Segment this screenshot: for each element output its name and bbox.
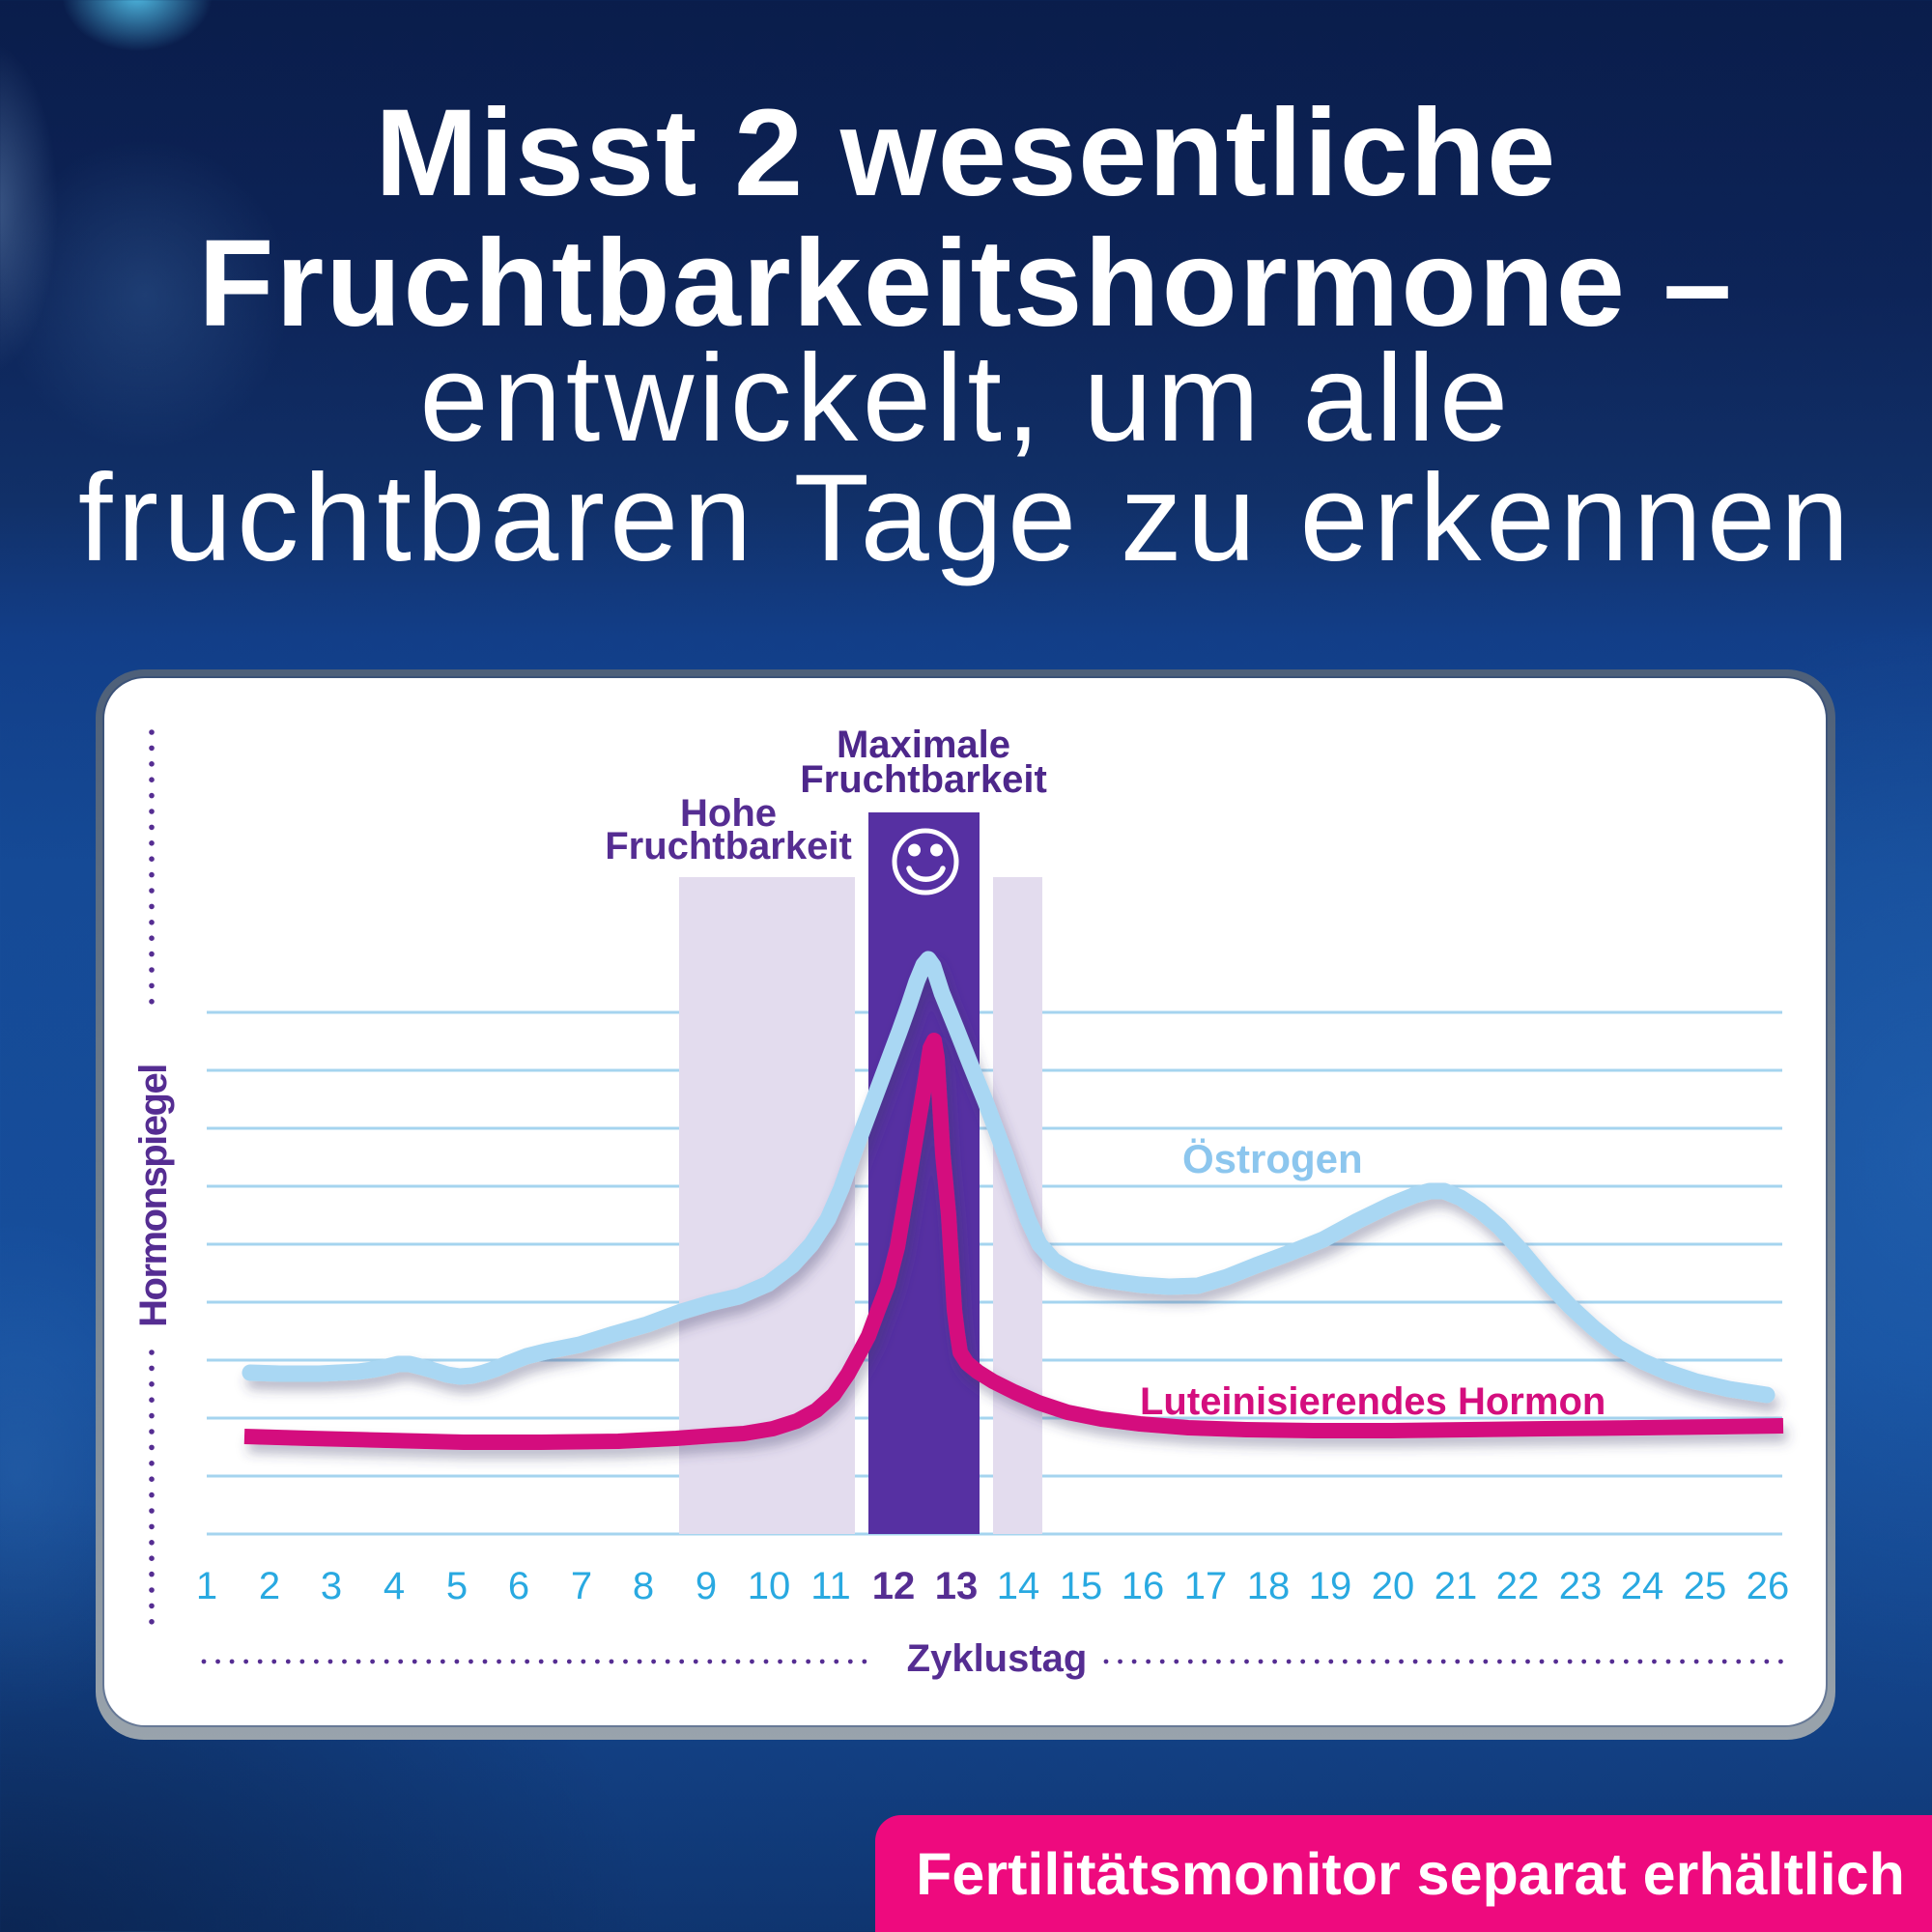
svg-text:26: 26 (1747, 1565, 1790, 1607)
svg-text:17: 17 (1184, 1565, 1228, 1607)
svg-text:Luteinisierendes Hormon: Luteinisierendes Hormon (1140, 1380, 1605, 1423)
svg-text:Hormonspiegel: Hormonspiegel (132, 1065, 175, 1327)
svg-text:Zyklustag: Zyklustag (907, 1637, 1088, 1680)
svg-text:6: 6 (508, 1565, 529, 1607)
svg-text:9: 9 (696, 1565, 717, 1607)
svg-text:18: 18 (1247, 1565, 1291, 1607)
svg-text:Östrogen: Östrogen (1182, 1136, 1363, 1181)
svg-text:10: 10 (748, 1565, 791, 1607)
svg-text:25: 25 (1684, 1565, 1727, 1607)
svg-text:8: 8 (633, 1565, 654, 1607)
svg-text:22: 22 (1496, 1565, 1540, 1607)
svg-text:15: 15 (1060, 1565, 1103, 1607)
svg-text:Hohe: Hohe (680, 792, 777, 835)
svg-text:12: 12 (872, 1565, 916, 1607)
svg-text:5: 5 (446, 1565, 468, 1607)
svg-text:Fruchtbarkeit: Fruchtbarkeit (605, 825, 852, 867)
svg-text:16: 16 (1122, 1565, 1165, 1607)
svg-text:4: 4 (384, 1565, 405, 1607)
svg-text:19: 19 (1309, 1565, 1352, 1607)
svg-text:Fruchtbarkeit: Fruchtbarkeit (800, 758, 1047, 801)
svg-text:24: 24 (1621, 1565, 1664, 1607)
svg-text:23: 23 (1559, 1565, 1603, 1607)
svg-text:14: 14 (997, 1565, 1040, 1607)
svg-text:21: 21 (1435, 1565, 1478, 1607)
svg-text:7: 7 (571, 1565, 592, 1607)
svg-text:2: 2 (259, 1565, 280, 1607)
svg-text:1: 1 (196, 1565, 217, 1607)
svg-text:3: 3 (321, 1565, 342, 1607)
svg-text:11: 11 (810, 1565, 851, 1607)
svg-text:13: 13 (935, 1565, 979, 1607)
svg-text:20: 20 (1372, 1565, 1415, 1607)
svg-text:Maximale: Maximale (837, 724, 1010, 766)
